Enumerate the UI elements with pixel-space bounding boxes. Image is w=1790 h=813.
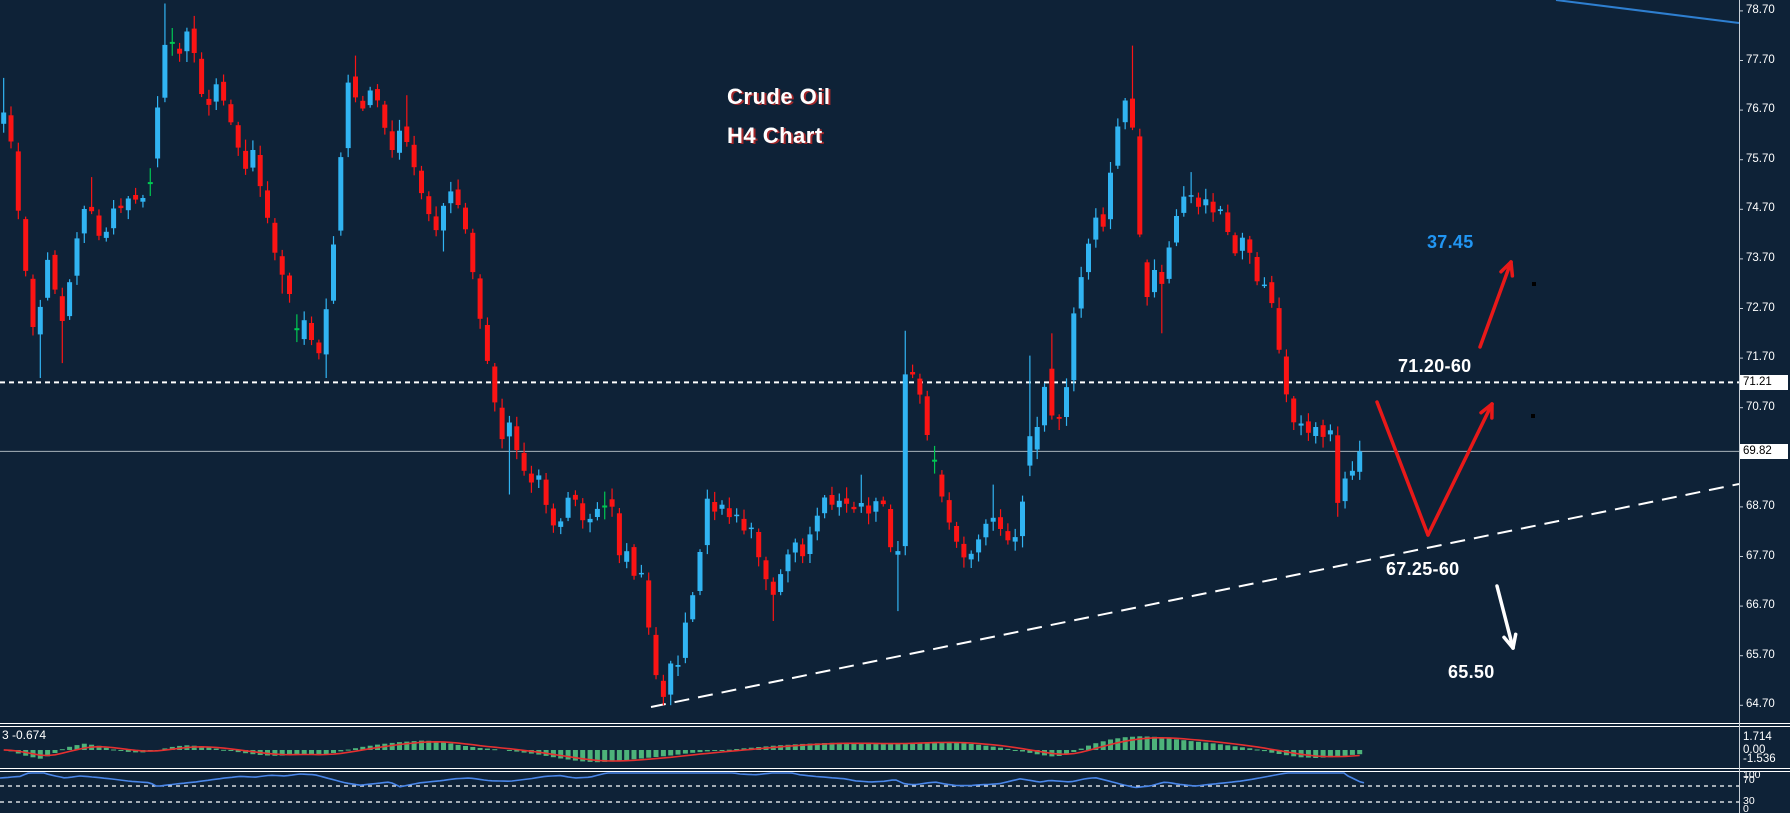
macd-axis-label: 1.714 (1743, 731, 1772, 743)
annotation-upper-target: 37.45 (1427, 232, 1474, 252)
oscillator-axis-label: 70 (1743, 774, 1755, 786)
chart-title-line1: Crude Oil (727, 84, 831, 109)
price-axis-label: 75.70 (1746, 153, 1775, 165)
price-axis-label: 65.70 (1746, 649, 1775, 661)
price-axis-label: 78.70 (1746, 4, 1775, 16)
oscillator-axis-label: 0 (1743, 803, 1749, 813)
macd-axis-label: -1.536 (1743, 753, 1776, 765)
price-axis-label: 70.70 (1746, 401, 1775, 413)
price-axis-label: 64.70 (1746, 698, 1775, 710)
arrow-projection-v[interactable] (1375, 400, 1494, 537)
arrow-projection-up[interactable] (1478, 260, 1515, 349)
oscillator-axis-label: 100 (1743, 769, 1761, 781)
price-axis-label: 76.70 (1746, 103, 1775, 115)
price-axis-label: 72.70 (1746, 302, 1775, 314)
chart-title-line2: H4 Chart (727, 123, 823, 148)
price-axis-label: 68.70 (1746, 500, 1775, 512)
price-axis-label: 67.70 (1746, 550, 1775, 562)
object-anchor-dot[interactable] (1531, 414, 1535, 418)
object-anchor-dot[interactable] (1532, 282, 1536, 286)
annotation-support-zone: 67.25-60 (1386, 559, 1460, 579)
trendline-resistance-blue[interactable] (1555, 0, 1740, 24)
candles-layer (1, 3, 1363, 706)
price-axis-label: 66.70 (1746, 599, 1775, 611)
price-axis-label: 71.70 (1746, 351, 1775, 363)
macd-layer (3, 736, 1363, 763)
price-axis-label: 74.70 (1746, 202, 1775, 214)
annotation-lower-target: 65.50 (1448, 662, 1495, 682)
trendline-support-dashed[interactable] (650, 483, 1740, 708)
price-axis-label: 77.70 (1746, 54, 1775, 66)
resistance-price-tag[interactable]: 71.21 (1740, 375, 1788, 390)
macd-axis-label: 0.00 (1743, 744, 1766, 756)
arrow-projection-down[interactable] (1495, 584, 1518, 650)
oscillator-axis-label: 30 (1743, 795, 1755, 807)
annotation-resistance-zone: 71.20-60 (1398, 356, 1472, 376)
oscillator-layer (0, 772, 1739, 803)
current-price-tag[interactable]: 69.82 (1740, 444, 1788, 459)
macd-indicator-label: 3 -0.674 (2, 728, 47, 742)
price-axis-label: 73.70 (1746, 252, 1775, 264)
